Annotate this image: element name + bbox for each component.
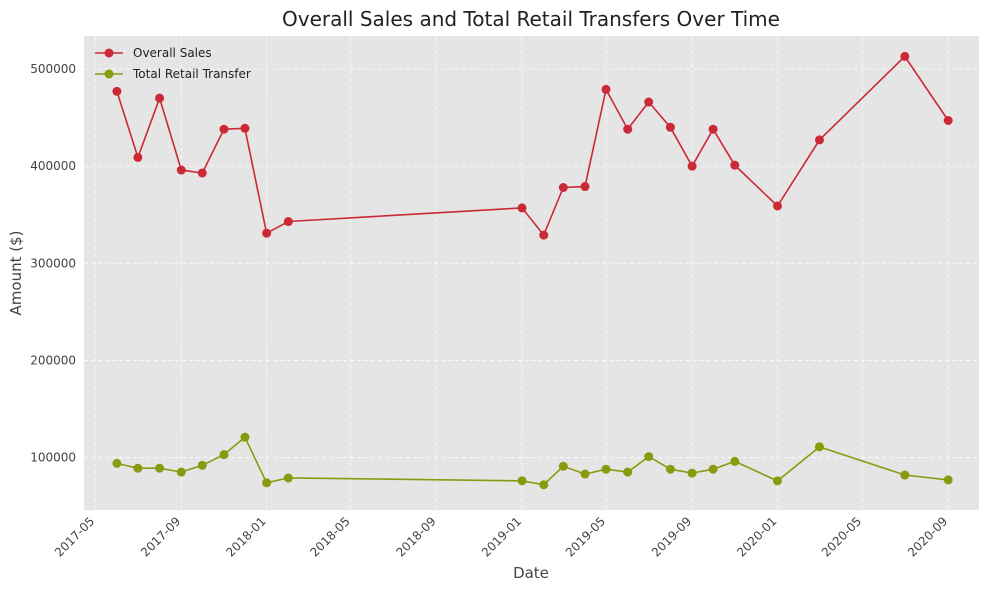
chart-title: Overall Sales and Total Retail Transfers… [282,7,780,31]
data-point [219,124,229,134]
data-point [155,463,165,473]
legend-marker-overall-sales [104,48,114,58]
data-point [623,467,633,477]
x-tick-label: 2019-05 [563,514,608,559]
data-point [601,464,611,474]
data-point [665,464,675,474]
data-point [262,228,272,238]
data-point [943,116,953,126]
x-tick-label: 2018-05 [307,514,352,559]
data-point [687,468,697,478]
data-point [219,450,229,460]
data-point [133,463,143,473]
data-point [814,442,824,452]
data-point [900,51,910,61]
legend-label-total-retail-transfer: Total Retail Transfer [132,67,251,81]
x-tick-label: 2017-05 [52,514,97,559]
data-point [665,122,675,132]
y-tick-label: 500000 [30,62,76,76]
data-point [283,217,293,227]
data-point [708,124,718,134]
plot-background [84,36,979,510]
data-point [262,478,272,488]
data-point [112,86,122,96]
data-point [943,475,953,485]
grid [84,36,979,510]
x-tick-label: 2020-05 [819,514,864,559]
data-point [708,464,718,474]
data-point [539,230,549,240]
x-axis-label: Date [513,564,549,582]
data-point [730,456,740,466]
data-point [814,135,824,145]
data-point [539,480,549,490]
data-point [644,452,654,462]
data-point [197,460,207,470]
data-point [133,152,143,162]
y-tick-label: 100000 [30,451,76,465]
data-point [176,467,186,477]
x-tick-label: 2019-09 [649,514,694,559]
x-tick-label: 2018-09 [393,514,438,559]
x-tick-label: 2018-01 [223,514,268,559]
data-point [112,458,122,468]
data-point [517,476,527,486]
data-point [580,469,590,479]
x-tick-label: 2020-09 [905,514,950,559]
series-layer [112,51,953,490]
legend-marker-total-retail-transfer [104,69,114,79]
x-tick-label: 2019-01 [479,514,524,559]
legend-label-overall-sales: Overall Sales [133,46,212,60]
data-point [644,97,654,107]
data-point [772,201,782,211]
x-tick-label: 2017-09 [138,514,183,559]
data-point [623,124,633,134]
data-point [601,84,611,94]
data-point [176,165,186,175]
x-tick-label: 2020-01 [734,514,779,559]
data-point [900,470,910,480]
data-point [730,160,740,170]
legend: Overall Sales Total Retail Transfer [95,46,251,81]
y-tick-label: 400000 [30,159,76,173]
y-tick-label: 300000 [30,256,76,270]
data-point [240,432,250,442]
data-point [558,461,568,471]
data-point [687,161,697,171]
y-tick-label: 200000 [30,353,76,367]
y-axis-label: Amount ($) [7,231,25,316]
data-point [558,183,568,193]
data-point [240,123,250,133]
data-point [155,93,165,103]
data-point [772,476,782,486]
data-point [283,473,293,483]
data-point [517,203,527,213]
data-point [580,182,590,192]
data-point [197,168,207,178]
